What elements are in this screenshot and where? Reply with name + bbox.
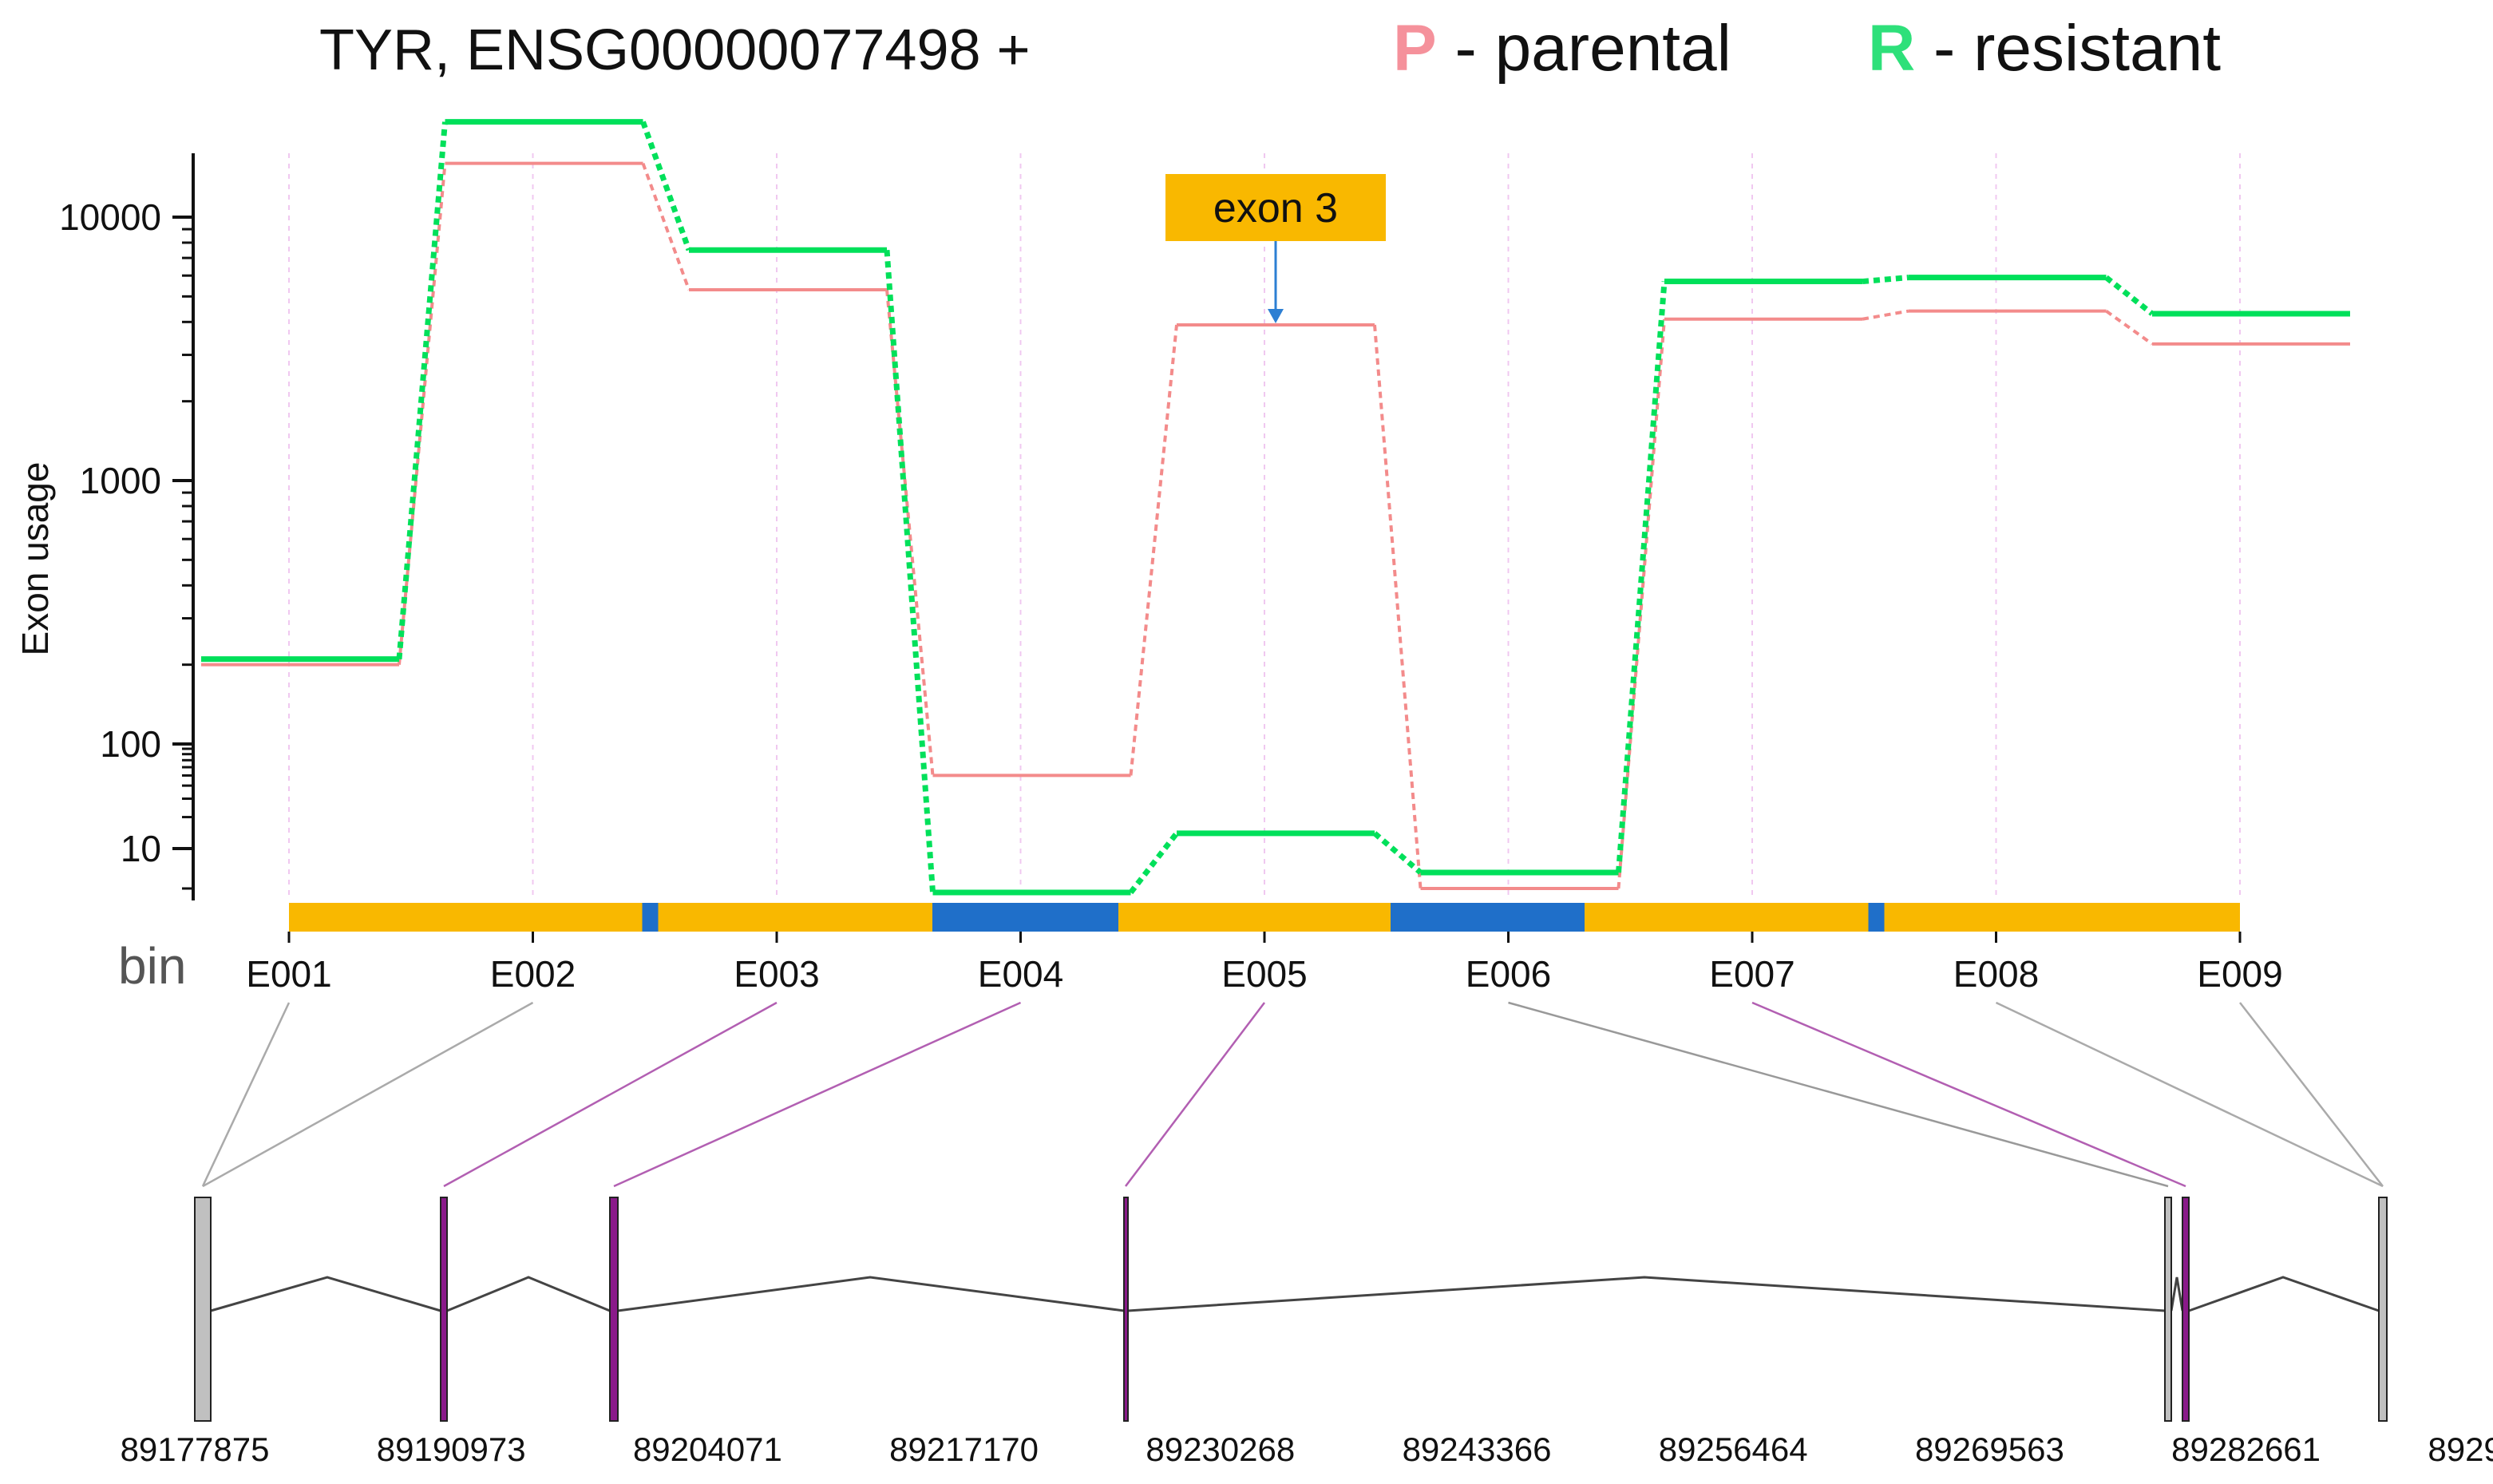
series-resistant-connector	[1616, 281, 1668, 873]
series-resistant-connector	[884, 249, 936, 893]
bin-track-highlight-e006	[1391, 903, 1585, 932]
series-resistant-connector	[1372, 831, 1423, 875]
bin-axis-label: bin	[118, 937, 186, 995]
gene-title: TYR, ENSG00000077498 +	[319, 18, 1031, 82]
intron-line	[2170, 1276, 2184, 1312]
series-resistant-connector	[396, 121, 448, 659]
figure-header: TYR, ENSG00000077498 + P - parental R - …	[0, 0, 2493, 120]
series-parental-connector	[1373, 324, 1423, 889]
annotation-arrow-head	[1268, 308, 1284, 323]
legend-resistant-key: R	[1868, 12, 1916, 85]
gene-exon-5	[2164, 1197, 2172, 1422]
bin-tick-label-e008: E008	[1953, 953, 2039, 995]
y-tick-label-1000: 1000	[80, 460, 161, 501]
bin-exon-map-e004	[613, 1001, 1022, 1188]
bin-exon-map-e003	[443, 1001, 778, 1188]
series-parental-connector	[1129, 324, 1178, 776]
bin-track	[289, 903, 2240, 932]
series-resistant-connector	[1862, 275, 1909, 285]
bin-track-junction	[642, 903, 659, 932]
intron-line	[446, 1276, 611, 1312]
series-resistant-connector	[2104, 275, 2155, 316]
legend-parental-text: - parental	[1436, 12, 1731, 85]
bin-exon-map-e005	[1125, 1002, 1265, 1187]
bin-tick-label-e001: E001	[246, 953, 331, 995]
bin-tick-label-e005: E005	[1221, 953, 1307, 995]
gene-exon-2	[440, 1197, 448, 1422]
coordinate-label-89243366: 89243366	[1403, 1431, 1552, 1468]
series-parental-connector	[2105, 310, 2154, 346]
gene-exon-3	[609, 1197, 619, 1422]
bin-exon-map-e002	[202, 1001, 534, 1188]
intron-line	[617, 1276, 1125, 1312]
bin-tick-label-e007: E007	[1709, 953, 1795, 995]
bin-exon-map-e006	[1508, 1001, 2169, 1188]
series-parental-connector	[885, 289, 935, 776]
gene-exon-4	[1123, 1197, 1129, 1422]
y-tick-label-10000: 10000	[59, 196, 161, 238]
bin-track-junction	[1868, 903, 1885, 932]
y-tick-label-10: 10	[121, 828, 161, 869]
series-parental-connector	[1862, 309, 1909, 321]
coordinate-label-89256464: 89256464	[1659, 1431, 1808, 1468]
series-parental-connector	[641, 162, 691, 291]
bin-tick-label-e004: E004	[978, 953, 1063, 995]
bin-exon-map-e008	[1995, 1001, 2384, 1188]
annotation-label: exon 3	[1213, 185, 1338, 232]
legend-parental-key: P	[1393, 12, 1437, 85]
intron-line	[1127, 1276, 2166, 1312]
coordinate-label-89269563: 89269563	[1915, 1431, 2064, 1468]
gene-exon-1	[194, 1197, 212, 1422]
intron-line	[2188, 1276, 2380, 1312]
bin-track-highlight-e004	[932, 903, 1118, 932]
bin-exon-map-e007	[1751, 1001, 2186, 1188]
coordinate-label-89190973: 89190973	[377, 1431, 526, 1468]
intron-line	[210, 1276, 441, 1312]
coordinate-label-89282661: 89282661	[2171, 1431, 2321, 1468]
gene-exon-7	[2378, 1197, 2388, 1422]
coordinate-label-89217170: 89217170	[889, 1431, 1039, 1468]
coordinate-label-89204071: 89204071	[633, 1431, 782, 1468]
series-resistant-connector	[1128, 831, 1179, 895]
gene-exon-6	[2182, 1197, 2190, 1422]
coordinate-label-89230268: 89230268	[1146, 1431, 1295, 1468]
legend-resistant-text: - resistant	[1915, 12, 2221, 85]
bin-exon-map-e001	[201, 1002, 291, 1187]
annotation-box	[1165, 174, 1386, 241]
bin-tick-label-e006: E006	[1466, 953, 1551, 995]
bin-tick-label-e009: E009	[2197, 953, 2282, 995]
coordinate-label-89177875: 89177875	[121, 1431, 270, 1468]
bin-tick-label-e002: E002	[490, 953, 576, 995]
legend-resistant: R - resistant	[1868, 11, 2221, 86]
series-resistant	[201, 119, 2350, 896]
coordinate-label-89295759: 89295759	[2428, 1431, 2493, 1468]
series-resistant-connector	[640, 121, 692, 251]
y-axis-label: Exon usage	[14, 462, 56, 656]
legend-parental: P - parental	[1393, 11, 1731, 86]
bin-exon-map-e009	[2239, 1002, 2384, 1187]
bin-tick-label-e003: E003	[734, 953, 819, 995]
y-tick-label-100: 100	[100, 723, 161, 765]
